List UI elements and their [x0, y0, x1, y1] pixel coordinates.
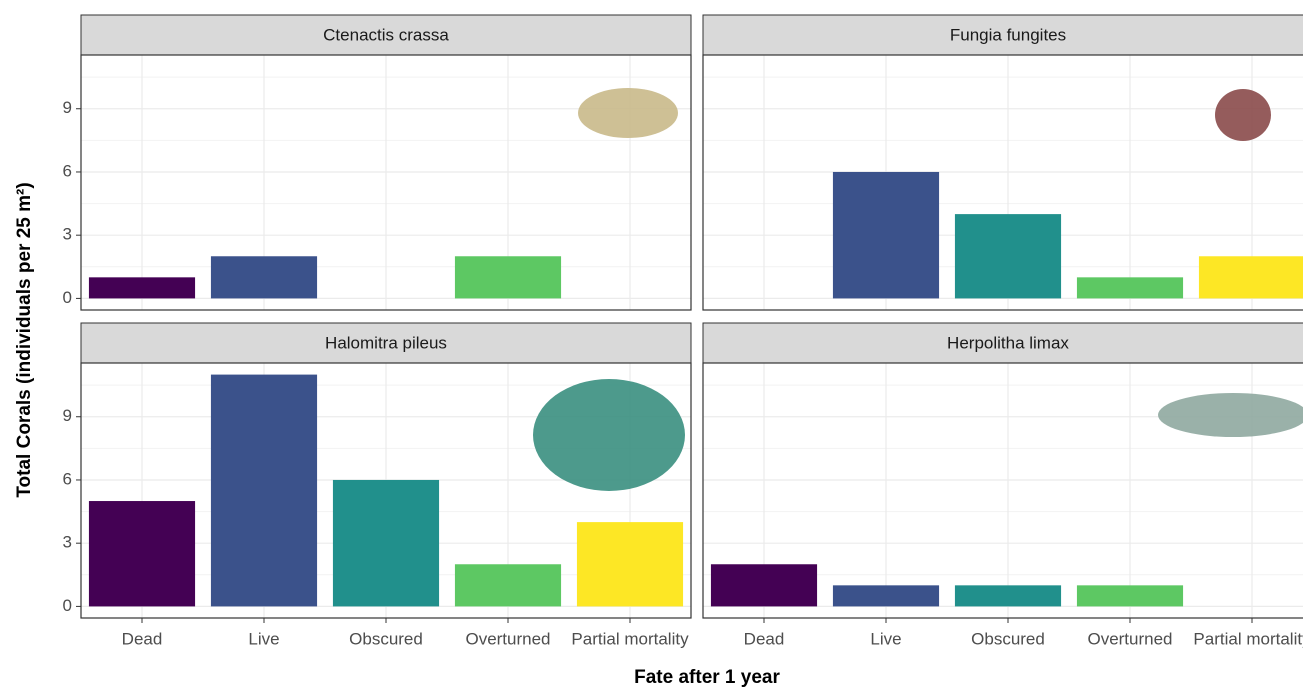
- y-tick-label: 0: [63, 288, 72, 307]
- strip-title: Herpolitha limax: [947, 333, 1069, 352]
- bar: [1077, 277, 1183, 298]
- x-tick-label: Dead: [122, 629, 163, 648]
- bar: [1199, 256, 1303, 298]
- bar: [455, 564, 561, 606]
- strip-title: Ctenactis crassa: [323, 25, 449, 44]
- bar: [211, 256, 317, 298]
- page: Fate after 1 year Total Corals (individu…: [0, 0, 1303, 687]
- y-tick-label: 9: [63, 406, 72, 425]
- bar: [955, 214, 1061, 298]
- bar: [711, 564, 817, 606]
- y-axis-title: Total Corals (individuals per 25 m²): [14, 182, 35, 497]
- coral-image: [533, 379, 685, 491]
- bar: [89, 277, 195, 298]
- bar: [455, 256, 561, 298]
- y-tick-label: 3: [63, 225, 72, 244]
- x-tick-label: Dead: [744, 629, 785, 648]
- bar: [211, 375, 317, 607]
- x-tick-label: Overturned: [1087, 629, 1172, 648]
- chart: Fate after 1 year Total Corals (individu…: [0, 0, 1303, 687]
- x-tick-label: Obscured: [971, 629, 1045, 648]
- coral-image: [578, 88, 678, 138]
- coral-image: [1158, 393, 1303, 437]
- bar: [333, 480, 439, 606]
- bar: [833, 172, 939, 298]
- x-tick-label: Live: [248, 629, 279, 648]
- x-tick-label: Partial mortality: [571, 629, 689, 648]
- bar: [1077, 585, 1183, 606]
- y-tick-label: 6: [63, 161, 72, 180]
- y-tick-label: 9: [63, 98, 72, 117]
- x-tick-label: Overturned: [465, 629, 550, 648]
- y-tick-label: 0: [63, 596, 72, 615]
- x-axis-title: Fate after 1 year: [634, 667, 780, 687]
- x-tick-label: Live: [870, 629, 901, 648]
- bar: [833, 585, 939, 606]
- strip-title: Halomitra pileus: [325, 333, 447, 352]
- coral-image: [1215, 89, 1271, 141]
- bar: [89, 501, 195, 606]
- strip-title: Fungia fungites: [950, 25, 1066, 44]
- y-tick-label: 3: [63, 533, 72, 552]
- bar: [577, 522, 683, 606]
- x-tick-label: Obscured: [349, 629, 423, 648]
- x-tick-label: Partial mortality: [1193, 629, 1303, 648]
- y-tick-label: 6: [63, 469, 72, 488]
- bar: [955, 585, 1061, 606]
